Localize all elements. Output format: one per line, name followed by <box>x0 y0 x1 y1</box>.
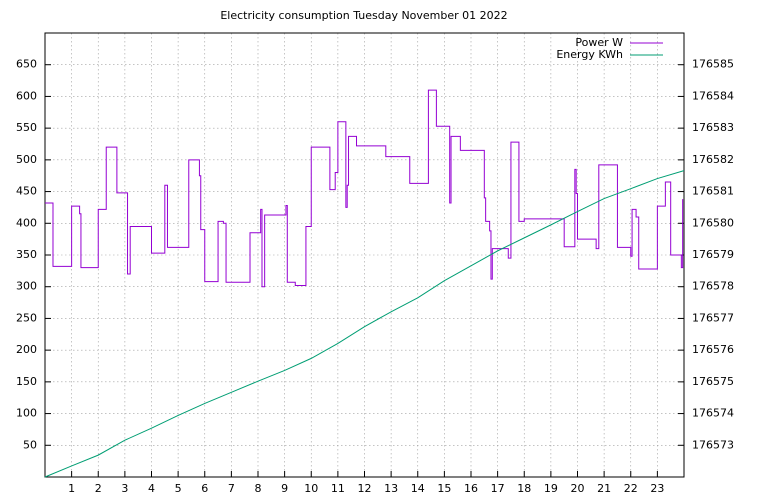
y2-tick-label: 176573 <box>692 438 734 451</box>
x-tick-label: 1 <box>68 482 75 495</box>
x-tick-label: 15 <box>437 482 451 495</box>
y-tick-label: 450 <box>16 185 37 198</box>
y2-tick-label: 176581 <box>692 185 734 198</box>
legend-label: Energy KWh <box>556 48 623 61</box>
y-tick-label: 350 <box>16 248 37 261</box>
y2-tick-label: 176584 <box>692 89 734 102</box>
x-tick-label: 19 <box>544 482 558 495</box>
y2-tick-label: 176580 <box>692 216 734 229</box>
x-tick-label: 22 <box>624 482 638 495</box>
x-tick-label: 12 <box>358 482 372 495</box>
y-tick-label: 550 <box>16 121 37 134</box>
y2-tick-label: 176579 <box>692 248 734 261</box>
y-tick-label: 600 <box>16 89 37 102</box>
x-tick-label: 4 <box>148 482 155 495</box>
y2-tick-label: 176575 <box>692 375 734 388</box>
x-tick-label: 20 <box>571 482 585 495</box>
y2-tick-label: 176574 <box>692 407 734 420</box>
y-tick-label: 250 <box>16 311 37 324</box>
x-tick-label: 18 <box>517 482 531 495</box>
y-tick-label: 400 <box>16 216 37 229</box>
y2-tick-label: 176582 <box>692 153 734 166</box>
y2-tick-label: 176576 <box>692 343 734 356</box>
x-tick-label: 11 <box>331 482 345 495</box>
x-tick-label: 3 <box>121 482 128 495</box>
series-line <box>45 89 684 288</box>
legend-label: Power W <box>575 36 623 49</box>
y2-tick-label: 176577 <box>692 311 734 324</box>
y-tick-label: 50 <box>23 438 37 451</box>
y2-tick-label: 176585 <box>692 58 734 71</box>
y-tick-label: 200 <box>16 343 37 356</box>
y-tick-label: 150 <box>16 375 37 388</box>
y-tick-label: 500 <box>16 153 37 166</box>
chart-title: Electricity consumption Tuesday November… <box>220 9 507 22</box>
x-tick-label: 7 <box>228 482 235 495</box>
y-tick-label: 300 <box>16 280 37 293</box>
series-line <box>44 170 685 478</box>
x-tick-label: 8 <box>255 482 262 495</box>
x-tick-label: 10 <box>304 482 318 495</box>
x-tick-label: 5 <box>175 482 182 495</box>
y2-tick-label: 176578 <box>692 280 734 293</box>
plot-border <box>44 32 685 478</box>
x-tick-label: 16 <box>464 482 478 495</box>
x-tick-label: 23 <box>650 482 664 495</box>
x-tick-label: 9 <box>281 482 288 495</box>
y-tick-label: 650 <box>16 58 37 71</box>
x-tick-label: 14 <box>411 482 425 495</box>
y-tick-label: 100 <box>16 407 37 420</box>
x-tick-label: 17 <box>491 482 505 495</box>
y2-tick-label: 176583 <box>692 121 734 134</box>
x-tick-label: 6 <box>201 482 208 495</box>
x-tick-label: 21 <box>597 482 611 495</box>
x-tick-label: 13 <box>384 482 398 495</box>
x-tick-label: 2 <box>95 482 102 495</box>
